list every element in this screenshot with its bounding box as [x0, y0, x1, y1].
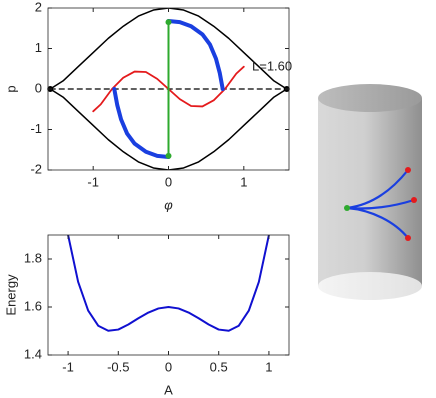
plot-area [49, 8, 288, 170]
y-axis-label: p [3, 85, 18, 92]
x-tick-label: 1 [265, 359, 272, 374]
y-tick-label: 1.4 [24, 346, 42, 361]
series-line [49, 8, 288, 90]
chart: -1 -0.5 0 0.5 1 1.4 1.6 1.8 A Energy [3, 234, 290, 397]
y-tick-label: 1 [35, 40, 42, 55]
plot-area [67, 235, 270, 332]
series-line [166, 18, 225, 91]
chart: -1 0 1 -2 -1 0 1 2 φ p L=1.60 [3, 0, 292, 212]
y-tick-label: 0 [35, 80, 42, 95]
y-axis-label: Energy [3, 274, 18, 316]
series-line [112, 87, 171, 160]
annotation: L=1.60 [252, 58, 292, 73]
y-tick-label: 1.6 [24, 298, 42, 313]
x-tick-label: 1 [240, 174, 247, 189]
endpoint-marker [165, 19, 172, 26]
cylinder-illustration [318, 84, 422, 300]
y-tick-label: 2 [35, 0, 42, 14]
x-tick-label: 0 [165, 359, 172, 374]
y-tick-label: -1 [30, 121, 42, 136]
endpoint-marker [165, 152, 172, 159]
x-axis-label: φ [164, 197, 173, 212]
series-line [67, 235, 270, 332]
x-tick-label: -1 [62, 359, 74, 374]
axes-box [47, 234, 290, 356]
x-tick-label: 0 [165, 174, 172, 189]
series-line [49, 88, 288, 170]
x-axis-label: A [164, 382, 173, 397]
x-tick-label: 0.5 [210, 359, 228, 374]
y-tick-label: 1.8 [24, 250, 42, 265]
x-tick-label: -1 [87, 174, 99, 189]
x-tick-label: -0.5 [107, 359, 129, 374]
y-tick-label: -2 [30, 161, 42, 176]
